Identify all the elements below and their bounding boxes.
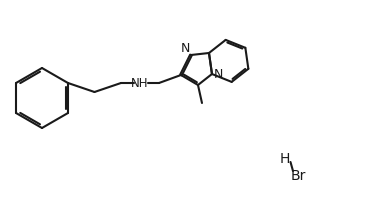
Text: NH: NH <box>131 77 149 90</box>
Text: N: N <box>181 42 190 55</box>
Text: Br: Br <box>290 168 306 182</box>
Text: N: N <box>213 68 223 81</box>
Text: H: H <box>280 151 290 165</box>
